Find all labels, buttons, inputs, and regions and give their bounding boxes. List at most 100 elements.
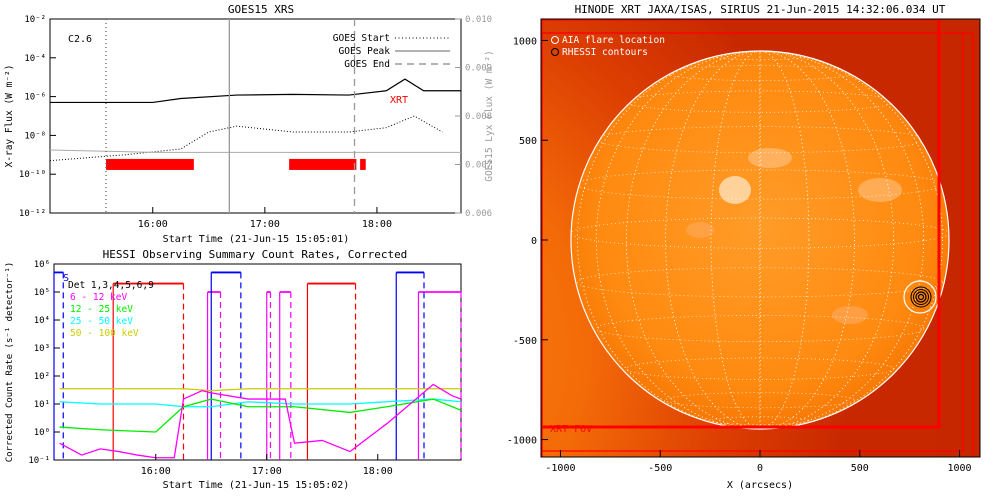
hessi-y-tick-label-0: 10⁶ (34, 260, 50, 270)
xrt-axis-ticks: -1000 -500 0 500 1000 1000 500 0 -500 -1000 (507, 36, 972, 474)
xrt-grid-lat-90 (571, 217, 949, 249)
goes-event-lines (105, 19, 356, 213)
hessi-x-tick-label-0: 16:00 (141, 466, 171, 477)
goes-y-tick-label-5: 10⁻¹² (19, 209, 46, 219)
xrt-y-tick-label-0: 1000 (513, 36, 537, 47)
xrt-x-tick-label-1: -500 (648, 463, 672, 474)
xrt-x-tick-label-3: 500 (851, 463, 869, 474)
xrt-rhessi-contours (910, 286, 932, 308)
xrt-fov-box-outer-2 (541, 32, 974, 457)
goes-x-tick-label-0: 16:00 (138, 219, 168, 230)
hessi-state-flags (53, 271, 462, 460)
xrt-legend-aia: AIA flare location (562, 35, 665, 46)
xrt-grid-lon-120 (665, 51, 855, 429)
xrt-active-region-2 (748, 148, 792, 168)
xrt-grid-lat-75 (577, 267, 943, 298)
goes-x-tick-label-1: 17:00 (250, 219, 280, 230)
goes-legend-start: GOES Start (333, 33, 390, 44)
xrt-y-tick-label-1: 500 (519, 136, 537, 147)
goes-xrt-label: XRT (390, 95, 408, 106)
xrt-grid-lat-30 (665, 392, 855, 409)
hessi-axis-ticks: 16:00 17:00 18:00 10⁶ 10⁵ 10⁴ 10³ 10² 10¹ 10⁰ 10⁻¹ (28, 260, 392, 477)
goes-flux-curves (49, 78, 461, 162)
hessi-y-axis-label: Corrected Count Rate (s⁻¹ detector⁻¹) (5, 262, 15, 462)
goes-y2-axis-label: GOES15 Lyx Flux (W m⁻²) (484, 50, 495, 182)
goes-xrt-coverage-bars (106, 158, 366, 170)
xrt-x-tick-label-4: 1000 (947, 463, 971, 474)
goes-y2-tick-label-1: 0.009 (465, 64, 492, 74)
xrt-y-tick-label-3: -500 (513, 336, 537, 347)
xrt-y-tick-label-4: -1000 (507, 436, 537, 447)
hessi-title: HESSI Observing Summary Count Rates, Cor… (103, 248, 408, 261)
hessi-y-tick-label-4: 10² (34, 372, 50, 382)
hessi-legend-6-12: 6 - 12 keV (70, 292, 127, 303)
xrt-grid-lon-105 (710, 51, 810, 429)
xrt-x-tick-label-2: 0 (757, 463, 763, 474)
goes-xrt-bar-0 (106, 158, 194, 170)
hessi-curve-2 (59, 398, 462, 408)
hessi-s-label: S (63, 273, 69, 284)
xrt-grid-lon-165 (577, 51, 943, 429)
hessi-y-tick-label-3: 10³ (34, 344, 50, 354)
goes-x-tick-label-2: 18:00 (362, 219, 392, 230)
hessi-curve-1 (59, 398, 462, 433)
goes-y-axis-label: X-ray Flux (W m⁻²) (4, 65, 15, 168)
xrt-x-tick-label-0: -1000 (545, 463, 575, 474)
xrt-fov-label: XRT FOV (550, 424, 592, 435)
hessi-y-tick-label-6: 10⁰ (34, 428, 50, 438)
xrt-solar-disk (571, 51, 949, 429)
hessi-legend-50-100: 50 - 100 keV (70, 328, 139, 339)
xrt-active-region-4 (832, 306, 868, 324)
goes-class-label: C2.6 (68, 34, 92, 45)
xrt-legend-rhessi-symbol (551, 48, 559, 56)
hessi-x-tick-label-1: 17:00 (252, 466, 282, 477)
goes-curve-2 (49, 149, 461, 153)
xrt-limb-circle (570, 50, 950, 430)
goes-y-tick-label-4: 10⁻¹⁰ (19, 170, 46, 180)
xrt-y-tick-label-2: 0 (531, 236, 537, 247)
goes-y-tick-label-2: 10⁻⁶ (24, 93, 46, 103)
xrt-grid-lon-135 (625, 51, 895, 429)
xrt-active-region-3 (858, 178, 902, 202)
xrt-active-region-1 (719, 176, 751, 204)
hessi-curve-3 (59, 388, 461, 392)
hessi-y-tick-label-7: 10⁻¹ (28, 456, 50, 466)
hessi-count-curves (59, 383, 462, 459)
xrt-legend-rhessi: RHESSI contours (562, 47, 648, 58)
goes-axis-ticks: 16:00 17:00 18:00 10⁻² 10⁻⁴ 10⁻⁶ 10⁻⁸ 10⁻¹⁰ 10⁻¹… (19, 15, 492, 230)
xrt-active-region-5 (686, 222, 714, 238)
goes-y2-tick-label-4: 0.006 (465, 209, 492, 219)
goes-x-axis-label: Start Time (21-Jun-15 15:05:01) (163, 234, 350, 245)
goes-y-tick-label-3: 10⁻⁸ (24, 131, 46, 141)
hessi-x-tick-label-2: 18:00 (363, 466, 393, 477)
xrt-grid-lat-60 (595, 315, 925, 343)
hessi-x-axis-label: Start Time (21-Jun-15 15:05:02) (163, 480, 350, 491)
goes-y-tick-label-1: 10⁻⁴ (24, 54, 46, 64)
xrt-fov-box (541, 19, 941, 429)
xrt-grid-lon-150 (595, 51, 925, 429)
xrt-legend: AIA flare location RHESSI contours (551, 35, 665, 58)
goes-y-tick-label-0: 10⁻² (24, 15, 46, 25)
goes-curve-1 (49, 115, 443, 162)
goes-y2-tick-label-2: 0.008 (465, 112, 492, 122)
hessi-y-tick-label-1: 10⁵ (34, 288, 50, 298)
goes-legend: GOES Start GOES Peak GOES End (333, 33, 450, 70)
hessi-detector-label: Det 1,3,4,5,6,9 (68, 280, 154, 291)
hessi-y-tick-label-5: 10¹ (34, 400, 50, 410)
goes-legend-end: GOES End (344, 59, 390, 70)
xrt-legend-aia-symbol (551, 36, 559, 44)
xrt-x-axis-label: X (arcsecs) (727, 480, 793, 491)
goes-curve-0 (50, 78, 461, 104)
xrt-title: HINODE XRT JAXA/ISAS, SIRIUS 21-Jun-2015… (575, 3, 946, 16)
hessi-legend-12-25: 12 - 25 keV (70, 304, 133, 315)
goes-y2-tick-label-0: 0.010 (465, 15, 492, 25)
goes-y2-tick-label-3: 0.007 (465, 161, 492, 171)
goes-title: GOES15 XRS (228, 3, 294, 16)
xrt-active-regions (686, 148, 902, 324)
xrt-heliographic-grid (571, 51, 949, 429)
goes-legend-peak: GOES Peak (339, 46, 391, 57)
